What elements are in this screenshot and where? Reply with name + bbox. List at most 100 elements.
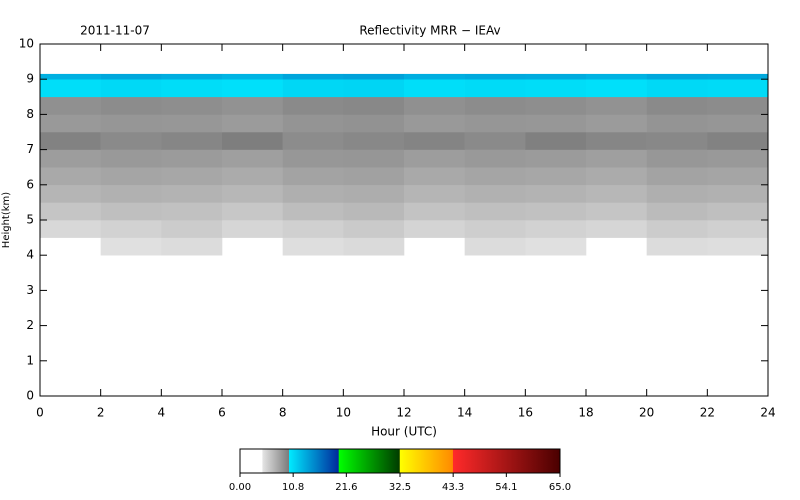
heat-cell — [525, 150, 586, 168]
heat-cell — [404, 97, 465, 115]
heat-cell — [404, 114, 465, 132]
chart-title: Reflectivity MRR − IEAv — [359, 24, 500, 38]
heat-cell — [101, 74, 162, 80]
heat-cell — [525, 79, 586, 97]
heat-cell — [222, 74, 283, 80]
colorbar-tick-label: 21.6 — [335, 482, 357, 493]
heat-cell — [404, 220, 465, 238]
x-tick-label: 12 — [396, 406, 411, 420]
heat-cell — [40, 150, 101, 168]
heat-cell — [161, 79, 222, 97]
heat-cell — [161, 97, 222, 115]
heat-cell — [465, 79, 526, 97]
heat-cell — [465, 97, 526, 115]
heat-cell — [525, 74, 586, 80]
x-tick-label: 18 — [578, 406, 593, 420]
heat-cell — [343, 150, 404, 168]
heat-cell — [222, 114, 283, 132]
heat-cell — [404, 167, 465, 185]
heat-cell — [525, 202, 586, 220]
heat-cell — [707, 150, 768, 168]
heat-cell — [40, 167, 101, 185]
heat-cell — [40, 114, 101, 132]
y-tick-label: 6 — [26, 177, 34, 191]
heat-cell — [283, 220, 344, 238]
heat-cell — [465, 202, 526, 220]
heat-cell — [525, 185, 586, 203]
heat-cell — [404, 202, 465, 220]
y-tick-label: 8 — [26, 107, 34, 121]
heat-cell — [283, 132, 344, 150]
heat-cell — [40, 79, 101, 97]
x-tick-label: 14 — [457, 406, 472, 420]
heat-cell — [586, 185, 647, 203]
heat-cell — [647, 150, 708, 168]
heat-cell — [586, 79, 647, 97]
heat-cell — [707, 185, 768, 203]
heat-cell — [101, 167, 162, 185]
heat-cell — [465, 114, 526, 132]
heat-cell — [525, 132, 586, 150]
heat-cell — [343, 167, 404, 185]
heat-cell — [343, 238, 404, 256]
heat-cell — [404, 185, 465, 203]
heat-cell — [343, 97, 404, 115]
heat-cell — [101, 202, 162, 220]
heat-cell — [161, 167, 222, 185]
heat-cell — [40, 132, 101, 150]
heat-cell — [404, 79, 465, 97]
heat-cell — [586, 97, 647, 115]
heat-cell — [283, 185, 344, 203]
heat-cell — [283, 79, 344, 97]
heat-cell — [647, 185, 708, 203]
chart-date: 2011-11-07 — [80, 24, 150, 38]
heat-cell — [465, 74, 526, 80]
heat-cell — [404, 150, 465, 168]
heat-cell — [707, 97, 768, 115]
heat-cell — [40, 202, 101, 220]
heat-cell — [101, 79, 162, 97]
colorbar — [240, 449, 560, 473]
heat-cell — [101, 150, 162, 168]
heat-cell — [161, 220, 222, 238]
colorbar-tick-label: 65.0 — [549, 482, 571, 493]
heat-cell — [40, 97, 101, 115]
colorbar-tick-label: 32.5 — [389, 482, 411, 493]
heat-cell — [465, 220, 526, 238]
heat-cell — [647, 238, 708, 256]
x-tick-label: 20 — [639, 406, 654, 420]
x-tick-label: 6 — [218, 406, 226, 420]
heat-cell — [465, 132, 526, 150]
heat-cell — [525, 167, 586, 185]
heat-cell — [343, 79, 404, 97]
heat-cell — [525, 114, 586, 132]
heat-cell — [222, 167, 283, 185]
heat-cell — [222, 79, 283, 97]
heat-cell — [283, 114, 344, 132]
heat-cell — [586, 74, 647, 80]
y-tick-label: 4 — [26, 248, 34, 262]
heat-cell — [161, 132, 222, 150]
y-tick-label: 5 — [26, 213, 34, 227]
heat-cell — [283, 74, 344, 80]
heat-cell — [647, 202, 708, 220]
heat-cell — [343, 185, 404, 203]
x-tick-label: 10 — [336, 406, 351, 420]
heat-cell — [707, 74, 768, 80]
heat-cell — [283, 150, 344, 168]
heat-cell — [647, 79, 708, 97]
colorbar-tick-label: 54.1 — [495, 482, 517, 493]
heat-cell — [222, 150, 283, 168]
heat-cell — [404, 132, 465, 150]
heat-cell — [161, 74, 222, 80]
heat-cell — [222, 202, 283, 220]
heat-cell — [586, 150, 647, 168]
heat-cell — [647, 114, 708, 132]
y-tick-label: 3 — [26, 283, 34, 297]
heat-cell — [647, 220, 708, 238]
heat-cell — [222, 220, 283, 238]
heat-cell — [707, 167, 768, 185]
heat-cell — [343, 132, 404, 150]
x-tick-label: 16 — [518, 406, 533, 420]
